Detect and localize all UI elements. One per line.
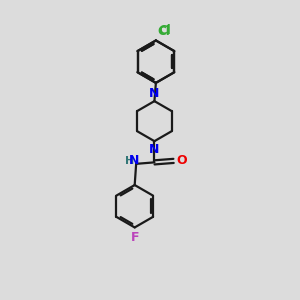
Text: H: H xyxy=(125,156,134,166)
Text: N: N xyxy=(149,142,160,156)
Text: N: N xyxy=(129,154,139,167)
Text: F: F xyxy=(130,231,139,244)
Text: N: N xyxy=(149,87,160,100)
Text: Cl: Cl xyxy=(158,24,171,37)
Text: Cl: Cl xyxy=(158,25,170,38)
Text: O: O xyxy=(176,154,187,167)
